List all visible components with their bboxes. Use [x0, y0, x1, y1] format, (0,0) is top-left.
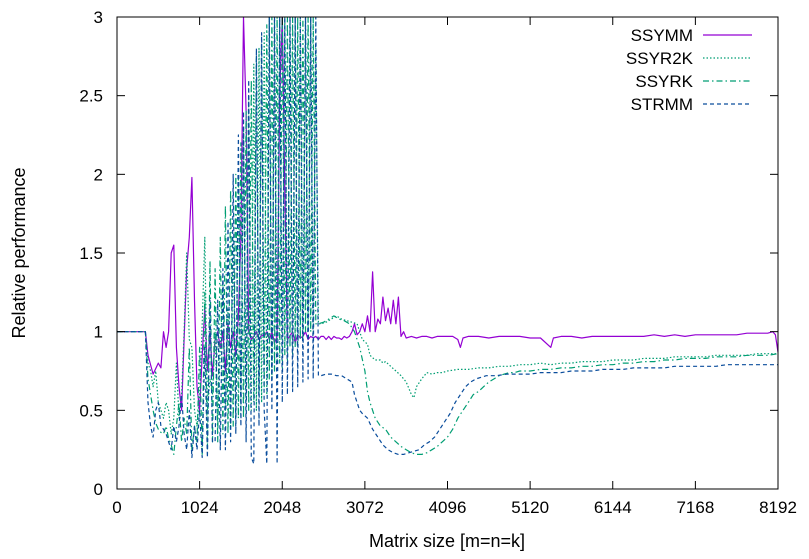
x-tick-label: 0 [112, 498, 121, 517]
axis-ticks: 0 1024 2048 3072 4096 5120 6144 7168 8192 0 0.5 1 1.… [79, 8, 797, 517]
y-tick-label: 2 [94, 165, 103, 184]
legend-label-ssyrk: SSYRK [635, 72, 693, 91]
x-tick-label: 2048 [263, 498, 301, 517]
x-tick-label: 4096 [429, 498, 467, 517]
y-tick-label: 3 [94, 8, 103, 27]
legend: SSYMM SSYR2K SSYRK STRMM [626, 26, 752, 114]
legend-label-strmm: STRMM [631, 95, 693, 114]
x-tick-label: 3072 [346, 498, 384, 517]
y-tick-label: 1 [94, 323, 103, 342]
x-tick-label: 5120 [511, 498, 549, 517]
legend-label-ssyr2k: SSYR2K [626, 49, 694, 68]
series-layer [117, 17, 778, 465]
y-tick-label: 2.5 [79, 87, 103, 106]
x-axis-label: Matrix size [m=n=k] [369, 531, 525, 551]
y-tick-label: 0.5 [79, 401, 103, 420]
y-tick-label: 1.5 [79, 244, 103, 263]
x-tick-label: 1024 [181, 498, 219, 517]
x-tick-label: 8192 [759, 498, 797, 517]
y-tick-label: 0 [94, 480, 103, 499]
series-line-ssyrk [117, 17, 778, 455]
legend-label-ssymm: SSYMM [631, 26, 693, 45]
x-tick-label: 7168 [676, 498, 714, 517]
x-tick-label: 6144 [594, 498, 632, 517]
y-axis-label: Relative performance [9, 167, 29, 338]
